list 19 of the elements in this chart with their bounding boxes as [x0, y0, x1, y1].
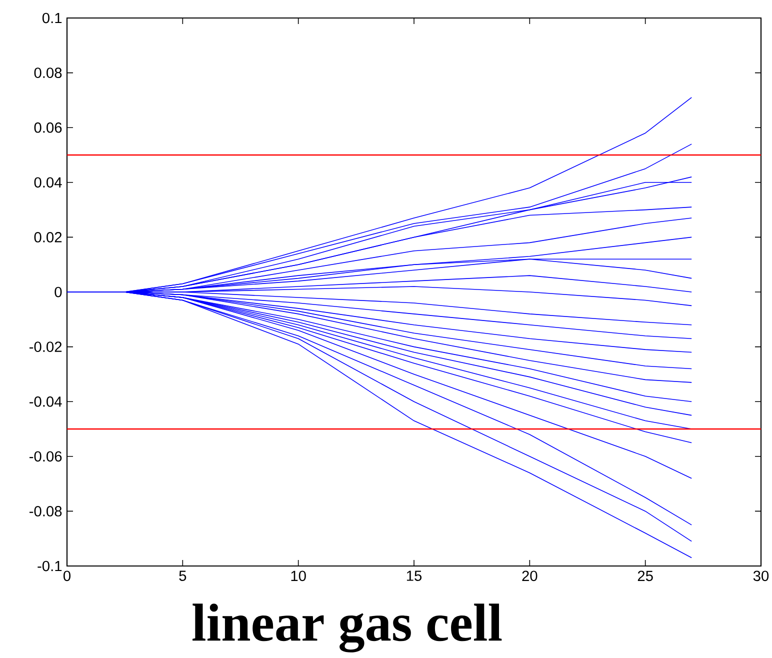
x-tick-label: 5	[179, 570, 186, 581]
y-tick-label: -0.04	[30, 396, 62, 407]
x-tick-label: 15	[406, 570, 422, 581]
y-tick-label: 0	[54, 286, 62, 298]
y-tick-label: 0.08	[34, 68, 62, 78]
y-tick-label: 0.06	[34, 122, 62, 133]
y-tick-label: -0.08	[30, 506, 62, 516]
x-tick-label: 10	[291, 570, 306, 582]
text: linear gas cell	[192, 604, 502, 652]
x-tick-label: 25	[638, 570, 653, 582]
y-tick-label: -0.02	[30, 342, 62, 352]
x-tick-label: 0	[63, 570, 70, 582]
y-tick-label: 0.02	[34, 232, 62, 242]
y-tick-label: 0.04	[34, 177, 62, 188]
x-tick-label: 30	[753, 570, 769, 582]
y-tick-label: -0.1	[38, 560, 62, 572]
x-tick-label: 20	[522, 570, 538, 582]
y-tick-label: -0.06	[30, 451, 62, 462]
y-tick-label: 0.1	[42, 12, 62, 24]
